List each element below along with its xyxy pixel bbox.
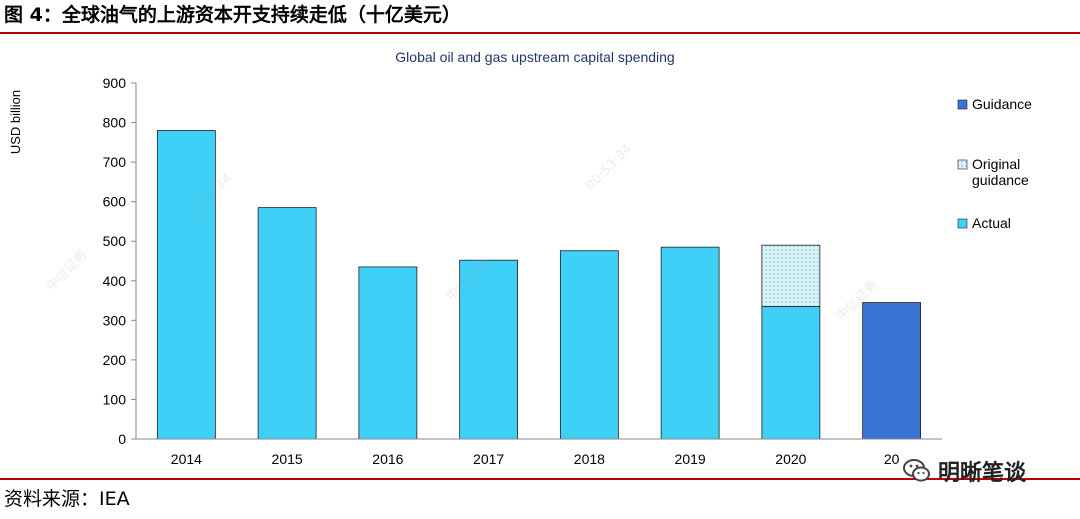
bar-actual-2017 (459, 259, 519, 440)
y-tick-label: 900 (103, 75, 127, 91)
x-tick-label: 2017 (473, 451, 504, 467)
y-axis: 0 100 200 300 400 500 600 700 800 900 (103, 75, 136, 447)
bar-actual-2015 (257, 207, 317, 440)
legend-swatch (957, 99, 968, 110)
figure-title: 图 4：全球油气的上游资本开支持续走低（十亿美元） (4, 4, 461, 26)
legend-swatch (957, 218, 968, 229)
bottom-rule (0, 478, 1080, 480)
bar-guidance-2021 (862, 302, 922, 440)
x-tick-label: 2015 (272, 451, 303, 467)
x-tick-label: 2014 (171, 451, 202, 467)
x-tick-label: 2019 (675, 451, 706, 467)
x-tick-label: 2018 (574, 451, 605, 467)
bars (156, 130, 922, 440)
y-tick-label: 400 (103, 273, 127, 289)
y-tick-label: 800 (103, 115, 127, 131)
y-tick-label: 600 (103, 194, 127, 210)
chart-title: Global oil and gas upstream capital spen… (395, 49, 674, 65)
legend-label: Actual (972, 215, 1011, 231)
bar-chart: Global oil and gas upstream capital spen… (8, 49, 1032, 467)
bar-actual-2018 (559, 250, 619, 440)
bar-original-guidance-2020 (761, 244, 821, 307)
y-tick-label: 100 (103, 391, 127, 407)
brand-badge: 明晰笔谈 (902, 456, 1026, 486)
wechat-icon (903, 459, 930, 482)
x-tick-label: 2020 (775, 451, 806, 467)
legend-swatch (957, 159, 968, 170)
bar-actual-2020 (761, 306, 821, 440)
bar-actual-2019 (660, 246, 720, 440)
x-axis: 2014 2015 2016 2017 2018 2019 2020 20 (171, 451, 900, 467)
brand-label: 明晰笔谈 (938, 461, 1027, 486)
bar-actual-2016 (358, 266, 418, 440)
legend-label: Original guidance (972, 156, 1029, 188)
y-tick-label: 0 (118, 431, 126, 447)
y-tick-label: 700 (103, 154, 127, 170)
x-tick-label: 20 (884, 451, 900, 467)
y-tick-label: 200 (103, 352, 127, 368)
source-note: 资料来源：IEA (4, 488, 130, 510)
top-rule (0, 32, 1080, 34)
legend: Guidance Original guidance Actual (957, 96, 1032, 231)
y-tick-label: 500 (103, 233, 127, 249)
legend-label: Guidance (972, 96, 1032, 112)
y-tick-label: 300 (103, 312, 127, 328)
x-tick-label: 2016 (372, 451, 403, 467)
y-axis-label: USD billion (8, 90, 23, 154)
bar-actual-2014 (156, 130, 216, 440)
